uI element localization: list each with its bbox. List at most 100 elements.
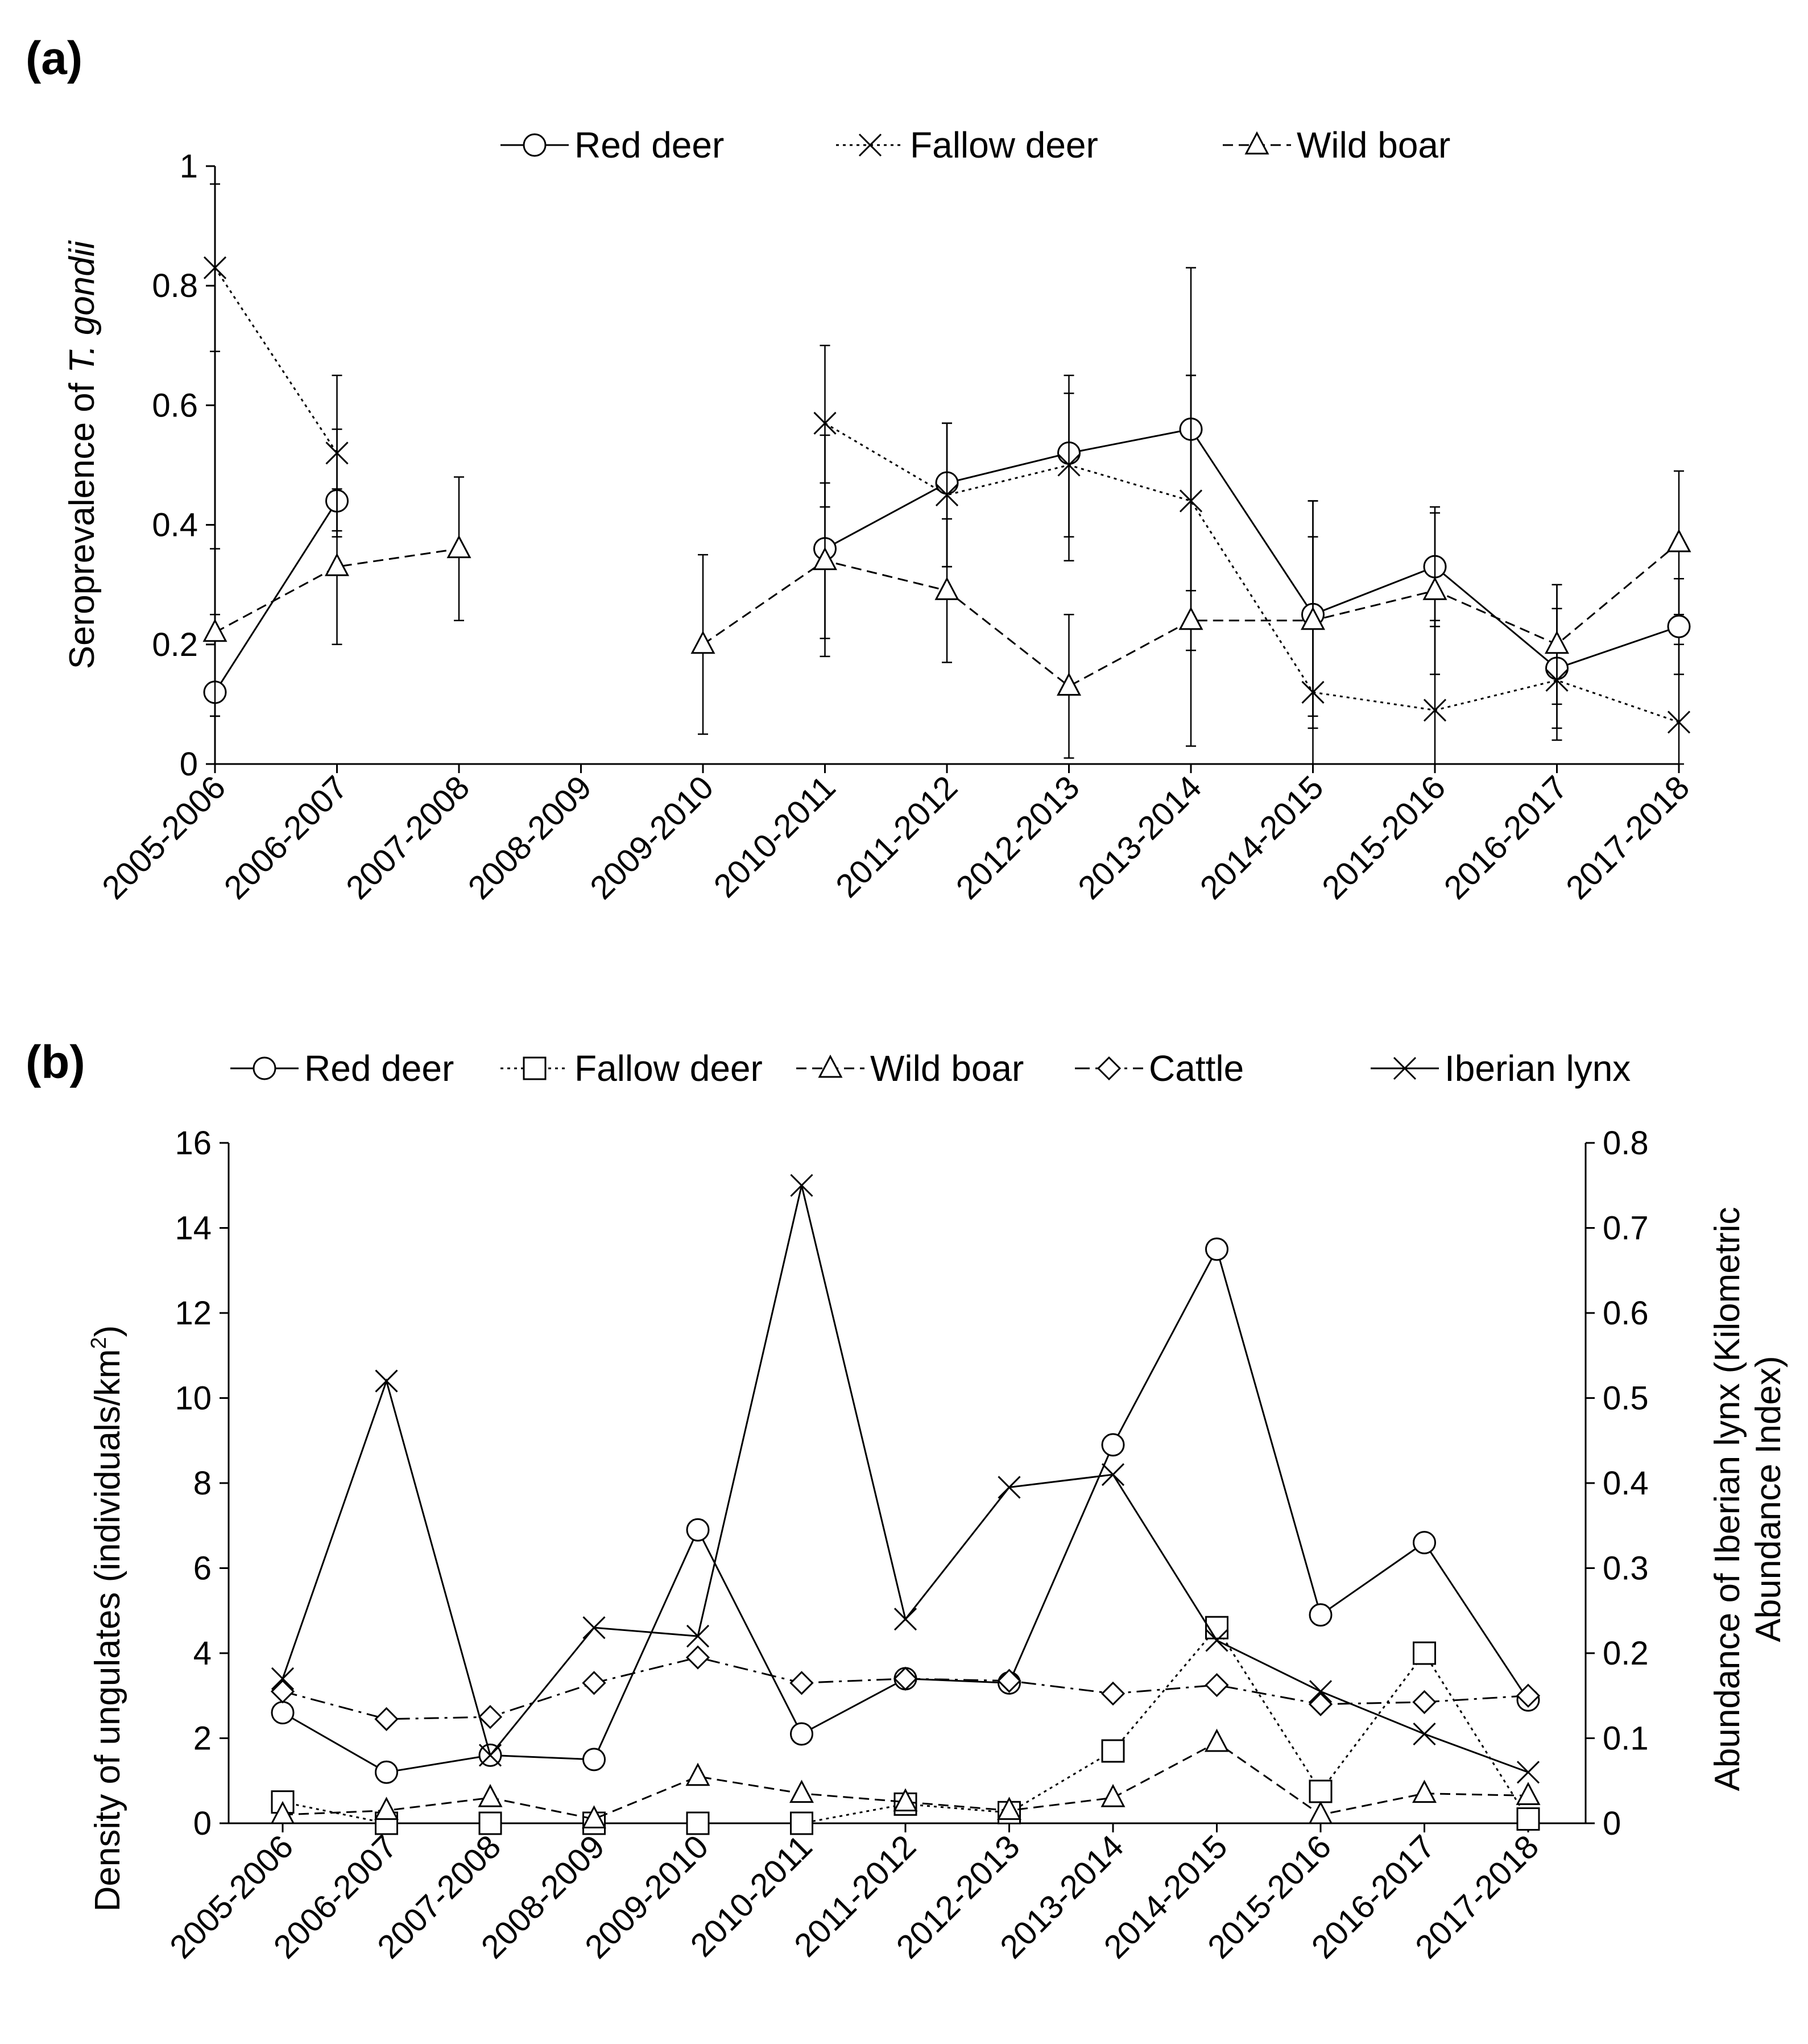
panel-b-series-4-point-1 [375, 1369, 398, 1393]
panel-a-series-1-point-7 [1057, 453, 1081, 477]
panel-b-series-0-line [282, 1246, 1529, 1773]
panel-b-y2-tick-label-4: 0.4 [1603, 1465, 1649, 1502]
panel-a-series-2-point-8 [1178, 606, 1203, 630]
panel-b-y-tick-label-5: 10 [175, 1380, 212, 1417]
panel-b-y2-tick-label-0: 0 [1603, 1805, 1621, 1842]
panel-a-series-1-point-5 [813, 411, 837, 435]
panel-a-label: (a) [26, 32, 82, 84]
panel-a-series-2 [202, 267, 1691, 759]
panel-a-series-2-point-1 [325, 552, 349, 576]
panel-b-series-1-point-8 [1101, 1739, 1125, 1763]
panel-b-series-4-point-6 [893, 1608, 917, 1631]
panel-b-series-4-point-10 [1309, 1680, 1333, 1703]
panel-b-series-2-point-3 [582, 1805, 606, 1829]
panel-b-series-3-point-7 [997, 1669, 1021, 1693]
panel-a-legend-item-0: Red deer [500, 125, 724, 166]
panel-b-y2-axis-title-line1: Abundance of Iberian lynx (Kilometric [1708, 1207, 1747, 1791]
panel-b-series-4-point-5 [790, 1174, 813, 1197]
panel-b-series-3-point-3 [582, 1671, 606, 1695]
panel-b-legend-marker-3 [1097, 1056, 1122, 1081]
panel-a-y-tick-label-1: 0.2 [152, 626, 198, 663]
panel-a-series-1-point-0 [203, 256, 227, 279]
panel-a-series-0-line-0 [214, 500, 338, 693]
panel-b-y2-tick-label-8: 0.8 [1603, 1125, 1649, 1162]
panel-a-series-0-point-12 [1667, 614, 1691, 638]
panel-a-series-1-point-6 [935, 483, 959, 507]
panel-a-legend-item-1: Fallow deer [836, 125, 1098, 166]
panel-a-y-axis-title: Seroprevalence of T. gondii [63, 240, 102, 670]
panel-b-series-4-point-0 [271, 1667, 295, 1690]
panel-a-x-tick-label-7: 2012-2013 [949, 769, 1087, 906]
panel-b-series-1-point-2 [478, 1811, 502, 1835]
panel-a-series-2-point-10 [1422, 576, 1447, 600]
panel-b-legend-item-4: Iberian lynx [1371, 1048, 1631, 1089]
panel-b-series-4-point-12 [1516, 1761, 1540, 1784]
panel-a-x-tick-label-8: 2013-2014 [1071, 769, 1209, 906]
panel-b-legend-marker-0 [253, 1056, 276, 1080]
panel-b-series-3-point-12 [1516, 1683, 1541, 1708]
panel-b-series-4-point-11 [1413, 1722, 1436, 1746]
panel-b-series-3-point-10 [1308, 1692, 1333, 1716]
panel-a-legend-marker-0 [523, 133, 547, 157]
panel-b-series-0-point-8 [1101, 1433, 1125, 1457]
panel-a-series-1-point-12 [1667, 711, 1691, 734]
panel-b-series-4-point-7 [998, 1476, 1021, 1499]
panel-b-series-3-point-11 [1412, 1690, 1437, 1715]
panel-b-series-0-point-3 [582, 1748, 606, 1772]
panel-a-series-1-line-0 [214, 267, 338, 454]
panel-b-series-3 [270, 1645, 1541, 1731]
panel-b-series-2-point-2 [478, 1783, 503, 1807]
panel-a-series-2-point-11 [1545, 630, 1569, 654]
panel-b-series-3-point-0 [270, 1679, 295, 1704]
panel-b-series-3-point-6 [893, 1666, 918, 1691]
panel-b-y2-tick-label-3: 0.3 [1603, 1550, 1649, 1587]
panel-b-legend-item-1: Fallow deer [500, 1048, 763, 1089]
panel-a-series-2-point-4 [690, 630, 715, 654]
panel-b-y-tick-label-1: 2 [193, 1720, 212, 1757]
panel-b-series-3-point-5 [789, 1671, 814, 1695]
panel-b-y2-tick-label-2: 0.2 [1603, 1635, 1649, 1672]
panel-b-series-2-point-5 [789, 1779, 814, 1803]
panel-a-series-2-point-5 [813, 547, 837, 571]
panel-b-legend-marker-2 [818, 1054, 843, 1078]
panel-b-series-2-point-4 [685, 1762, 710, 1786]
panel-b-series-0-point-11 [1413, 1531, 1436, 1555]
panel-a-series-2-point-0 [202, 618, 227, 642]
panel-a-legend-label-1: Fallow deer [910, 125, 1098, 166]
panel-a-y-tick-label-3: 0.6 [152, 387, 198, 424]
panel-b-series-0-point-0 [271, 1701, 295, 1725]
panel-a-x-tick-label-6: 2011-2012 [829, 769, 965, 905]
panel-a-x-tick-label-12: 2017-2018 [1559, 769, 1697, 906]
panel-b-series-4-point-8 [1101, 1463, 1125, 1486]
panel-a-series-1-point-10 [1423, 699, 1447, 722]
panel-a-legend-marker-1 [858, 133, 882, 157]
panel-b-series-2-point-0 [270, 1801, 295, 1824]
panel-a-series-1-line-1 [824, 422, 1679, 723]
panel-b-y2-tick-label-1: 0.1 [1603, 1720, 1649, 1757]
panel-b-series-4 [271, 1174, 1540, 1784]
panel-b-y-tick-label-6: 12 [175, 1295, 212, 1332]
panel-b-series-0-point-4 [686, 1518, 710, 1542]
panel-b-legend-label-2: Wild boar [870, 1048, 1024, 1089]
panel-b-series-3-point-8 [1100, 1681, 1126, 1706]
panel-b-series-1-point-11 [1413, 1641, 1436, 1665]
panel-b-series-1-point-12 [1516, 1807, 1540, 1831]
panel-a-y-tick-label-5: 1 [180, 148, 198, 185]
panel-b-y2-tick-label-6: 0.6 [1603, 1295, 1649, 1332]
panel-a-series-2-point-7 [1057, 672, 1081, 696]
panel-b-series-2-point-9 [1205, 1728, 1229, 1752]
panel-a-legend-marker-2 [1244, 131, 1269, 155]
panel-a-x-tick-label-1: 2006-2007 [217, 769, 355, 906]
panel-b-series-3-point-9 [1205, 1673, 1229, 1698]
panel-b-series-2-point-7 [997, 1797, 1021, 1820]
panel-b-legend-label-0: Red deer [304, 1048, 454, 1089]
panel-b-series-2-point-6 [893, 1788, 918, 1812]
panel-b-series-0-point-10 [1309, 1603, 1333, 1627]
panel-b-legend-label-1: Fallow deer [574, 1048, 763, 1089]
panel-b-series-3-point-1 [374, 1707, 399, 1731]
panel-b-legend-marker-1 [523, 1056, 547, 1080]
panel-b-series-0 [271, 1237, 1540, 1784]
panel-b-series-0-point-1 [375, 1760, 398, 1784]
panel-b-series-1-point-4 [686, 1811, 710, 1835]
panel-a-y-tick-label-0: 0 [180, 746, 198, 783]
